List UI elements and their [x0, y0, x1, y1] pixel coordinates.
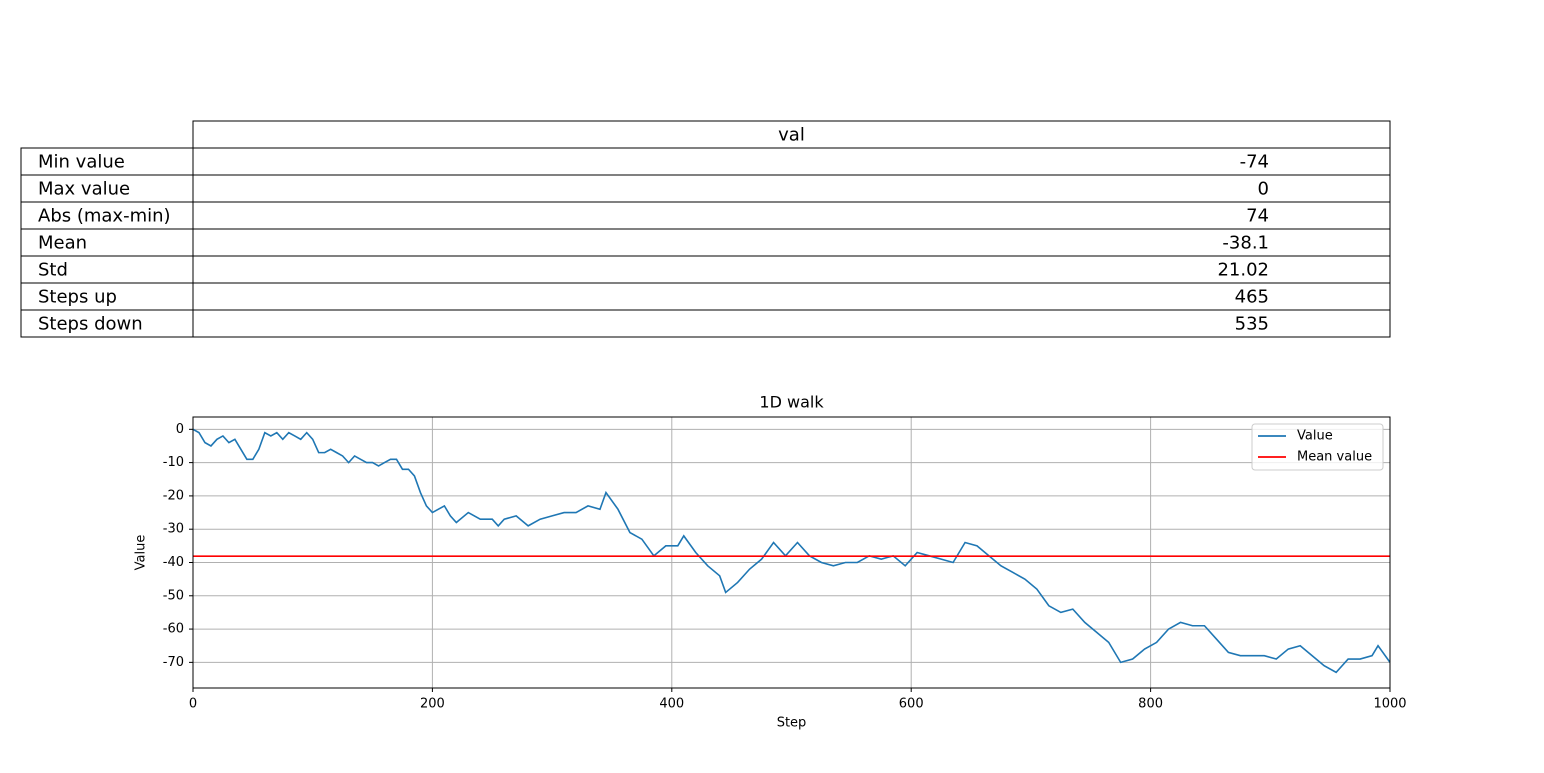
y-tick-label: -10: [163, 455, 184, 470]
y-axis-label: Value: [134, 535, 149, 571]
value-cell: [192, 282, 1391, 311]
x-tick-label: 400: [659, 697, 684, 712]
axes-frame: [192, 416, 1391, 689]
row-label: Steps down: [38, 314, 143, 335]
cell-value: 21.02: [1217, 260, 1269, 281]
legend-label: Mean value: [1297, 450, 1372, 465]
value-cell: [192, 201, 1391, 230]
column-header: val: [778, 125, 805, 146]
x-tick-label: 800: [1138, 697, 1163, 712]
x-tick-label: 600: [899, 697, 924, 712]
y-tick-label: -40: [163, 555, 184, 570]
line-series: [192, 428, 1391, 674]
x-tick-label: 0: [189, 697, 197, 712]
row-label: Abs (max-min): [38, 206, 171, 227]
y-tick-label: -60: [163, 622, 184, 637]
row-label: Max value: [38, 179, 130, 200]
y-tick-label: 0: [176, 422, 184, 437]
legend-label: Value: [1297, 429, 1333, 444]
value-cell: [192, 255, 1391, 284]
x-tick-label: 200: [420, 697, 445, 712]
row-label: Std: [38, 260, 68, 281]
value-cell: [192, 147, 1391, 176]
cell-value: 0: [1258, 179, 1269, 200]
cell-value: -38.1: [1222, 233, 1269, 254]
x-tick-label: 1000: [1373, 697, 1406, 712]
cell-value: 535: [1235, 314, 1269, 335]
row-label: Mean: [38, 233, 87, 254]
x-axis-label: Step: [777, 716, 807, 731]
y-tick-label: -70: [163, 655, 184, 670]
value-cell: [192, 228, 1391, 257]
chart-title: 1D walk: [759, 393, 824, 412]
y-tick-label: -30: [163, 522, 184, 537]
y-tick-label: -50: [163, 588, 184, 603]
cell-value: 74: [1246, 206, 1269, 227]
cell-value: 465: [1235, 287, 1269, 308]
row-label: Steps up: [38, 287, 117, 308]
cell-value: -74: [1240, 152, 1269, 173]
y-tick-label: -20: [163, 488, 184, 503]
value-cell: [192, 174, 1391, 203]
row-label: Min value: [38, 152, 125, 173]
value-cell: [192, 309, 1391, 338]
